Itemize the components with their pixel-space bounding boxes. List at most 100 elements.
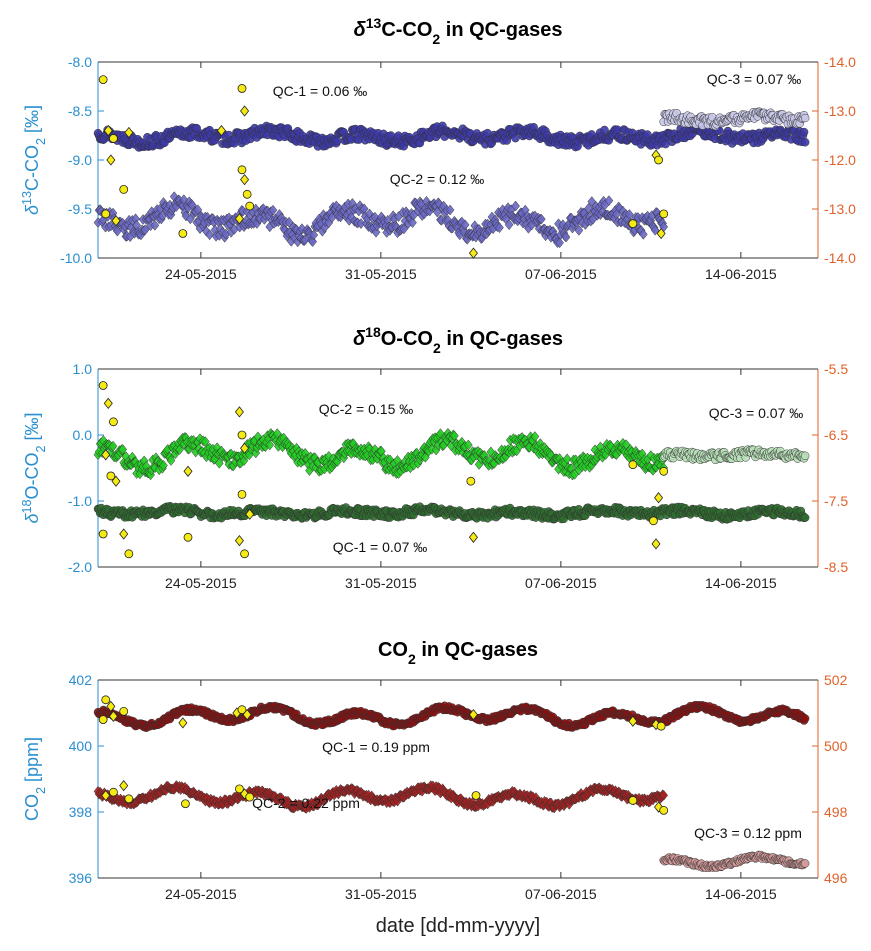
point-qc-1 [600, 125, 609, 135]
right-tick-label: -13.0 [824, 103, 856, 119]
series-qc-2 [93, 191, 669, 249]
left-tick-label: -10.0 [60, 250, 92, 266]
chart-title-sub: 2 [433, 340, 441, 356]
y-axis-label-sup: 18 [20, 500, 34, 514]
annotation: QC-3 = 0.07 ‰ [707, 71, 802, 87]
left-tick-label: -2.0 [68, 559, 92, 575]
y-axis-label-sub: 2 [34, 787, 48, 794]
chart-title-prefix: δ [354, 19, 367, 41]
chart-title-suffix: in QC-gases [416, 639, 538, 661]
flagged-point [656, 721, 666, 731]
x-tick-label: 14-06-2015 [705, 266, 777, 282]
flagged-point [237, 489, 247, 499]
point-qc-2 [150, 219, 160, 231]
flagged-point [181, 799, 190, 809]
y-axis-label: δ13C-CO2 [‰] [20, 105, 48, 215]
flagged-point [240, 105, 250, 117]
flagged-point [471, 791, 481, 800]
right-tick-label: -12.0 [824, 152, 856, 168]
x-axis-label: date [dd-mm-yyyy] [376, 915, 540, 937]
flagged-point [98, 529, 108, 539]
right-tick-label: -7.5 [824, 493, 848, 509]
flagged-point [628, 796, 638, 805]
flagged-point [109, 134, 118, 143]
point-qc-2 [268, 204, 278, 216]
flagged-point [109, 787, 118, 797]
y-axis-label-sub: 2 [34, 445, 48, 452]
chart-title-main: O-CO [381, 328, 433, 350]
chart-title-main: C-CO [381, 19, 432, 41]
point-qc-1 [800, 714, 810, 723]
flagged-point [119, 184, 129, 194]
point-qc-3 [800, 859, 810, 868]
panel-co2: CO2 in QC-gases3963984004024964985005022… [22, 639, 848, 937]
series-qc-2 [93, 427, 669, 481]
series-layer [93, 75, 810, 259]
chart-title-sub: 2 [408, 651, 416, 667]
point-qc-2 [650, 224, 660, 236]
point-qc-2 [638, 228, 648, 240]
left-tick-label: 400 [69, 738, 93, 754]
point-qc-2 [460, 219, 470, 231]
right-tick-label: -5.5 [824, 361, 848, 377]
annotation: QC-2 = 0.15 ‰ [319, 401, 414, 417]
point-qc-2 [561, 231, 571, 243]
flagged-point [124, 126, 134, 139]
point-qc-2 [511, 200, 520, 212]
flagged-point [468, 247, 478, 259]
y-axis-label-sup: 13 [20, 191, 34, 205]
y-axis-label-suffix: [‰] [22, 105, 42, 138]
flagged-point [124, 549, 134, 559]
chart-title: δ13C-CO2 in QC-gases [354, 15, 563, 47]
y-axis-label: δ18O-CO2 [‰] [20, 412, 48, 523]
y-axis-label-main: O-CO [22, 453, 42, 500]
flagged-point [628, 219, 638, 229]
point-qc-2 [495, 222, 504, 234]
panel-d13c: δ13C-CO2 in QC-gases-10.0-9.5-9.0-8.5-8.… [20, 15, 856, 282]
flagged-point [103, 124, 113, 137]
flagged-point [654, 155, 663, 165]
x-tick-label: 24-05-2015 [165, 575, 237, 591]
flagged-point [240, 173, 250, 186]
point-qc-2 [445, 204, 455, 216]
y-axis-label-suffix: [ppm] [22, 737, 42, 787]
x-tick-label: 31-05-2015 [345, 575, 417, 591]
right-tick-label: 496 [824, 870, 848, 886]
left-tick-label: -1.0 [68, 493, 92, 509]
point-qc-2 [193, 204, 203, 216]
point-qc-2 [265, 439, 275, 451]
x-tick-label: 31-05-2015 [345, 886, 417, 902]
flagged-point [656, 227, 666, 240]
left-tick-label: -8.0 [68, 54, 92, 70]
point-qc-2 [108, 440, 118, 452]
x-tick-label: 07-06-2015 [525, 886, 597, 902]
annotation: QC-2 = 0.22 ppm [252, 795, 360, 811]
point-qc-2 [272, 428, 282, 440]
point-qc-2 [300, 234, 310, 246]
point-qc-1 [511, 133, 520, 143]
left-tick-label: 398 [69, 804, 93, 820]
x-tick-label: 24-05-2015 [165, 886, 237, 902]
point-qc-2 [166, 455, 176, 466]
right-tick-label: -8.5 [824, 559, 848, 575]
flagged-point [234, 213, 244, 225]
x-tick-label: 07-06-2015 [525, 266, 597, 282]
chart-title-sup: 18 [365, 324, 381, 340]
x-tick-label: 14-06-2015 [705, 575, 777, 591]
right-tick-label: -6.5 [824, 427, 848, 443]
point-qc-2 [555, 237, 564, 249]
flagged-point [466, 476, 476, 486]
flagged-point [649, 516, 658, 526]
x-tick-label: 07-06-2015 [525, 575, 597, 591]
plot-area [98, 369, 818, 567]
flagged-point [109, 417, 118, 427]
y-axis-label: CO2 [ppm] [22, 737, 48, 821]
chart-title-suffix: in QC-gases [440, 19, 562, 41]
flagged-point [119, 706, 129, 716]
x-tick-label: 31-05-2015 [345, 266, 417, 282]
right-tick-label: -14.0 [824, 250, 856, 266]
point-qc-3 [800, 451, 810, 461]
chart-title: δ18O-CO2 in QC-gases [353, 324, 563, 356]
x-tick-label: 14-06-2015 [705, 886, 777, 902]
